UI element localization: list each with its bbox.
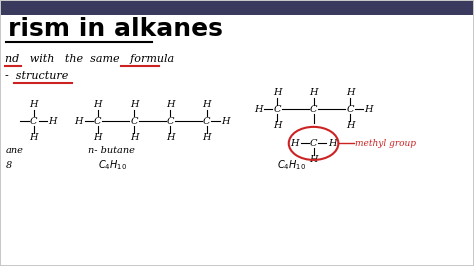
Text: $C_4H_{10}$: $C_4H_{10}$	[98, 159, 127, 172]
FancyBboxPatch shape	[0, 1, 474, 15]
Text: ane: ane	[5, 146, 23, 155]
Text: H: H	[346, 121, 354, 130]
Text: H: H	[48, 117, 57, 126]
Text: H: H	[93, 133, 102, 142]
Text: C: C	[310, 105, 317, 114]
Text: H: H	[310, 88, 318, 97]
Text: H: H	[130, 133, 138, 142]
Text: C: C	[346, 105, 354, 114]
Text: H: H	[130, 100, 138, 109]
Text: H: H	[273, 88, 282, 97]
Text: H: H	[328, 139, 337, 148]
Text: H: H	[74, 117, 83, 126]
Text: H: H	[346, 88, 354, 97]
Text: H: H	[221, 117, 230, 126]
Text: H: H	[29, 133, 38, 142]
Text: -  structure: - structure	[5, 71, 69, 81]
Text: C: C	[203, 117, 210, 126]
Text: H: H	[29, 100, 38, 109]
Text: nd   with   the  same   formula: nd with the same formula	[5, 54, 174, 64]
Text: C: C	[94, 117, 101, 126]
Text: H: H	[202, 133, 211, 142]
Text: 8: 8	[5, 161, 12, 171]
Text: H: H	[93, 100, 102, 109]
Text: H: H	[202, 100, 211, 109]
Text: n- butane: n- butane	[88, 146, 135, 155]
Text: C: C	[130, 117, 138, 126]
Text: H: H	[273, 121, 282, 130]
Text: H: H	[254, 105, 263, 114]
Text: C: C	[30, 117, 37, 126]
Text: $C_4H_{10}$: $C_4H_{10}$	[277, 159, 306, 172]
Text: H: H	[291, 139, 299, 148]
Text: rism in alkanes: rism in alkanes	[8, 17, 223, 41]
Text: H: H	[166, 133, 174, 142]
Text: C: C	[273, 105, 281, 114]
Text: H: H	[365, 105, 373, 114]
Text: methyl group: methyl group	[355, 139, 416, 148]
Text: C: C	[310, 139, 317, 148]
Text: H: H	[310, 155, 318, 164]
Text: C: C	[167, 117, 174, 126]
Text: H: H	[166, 100, 174, 109]
